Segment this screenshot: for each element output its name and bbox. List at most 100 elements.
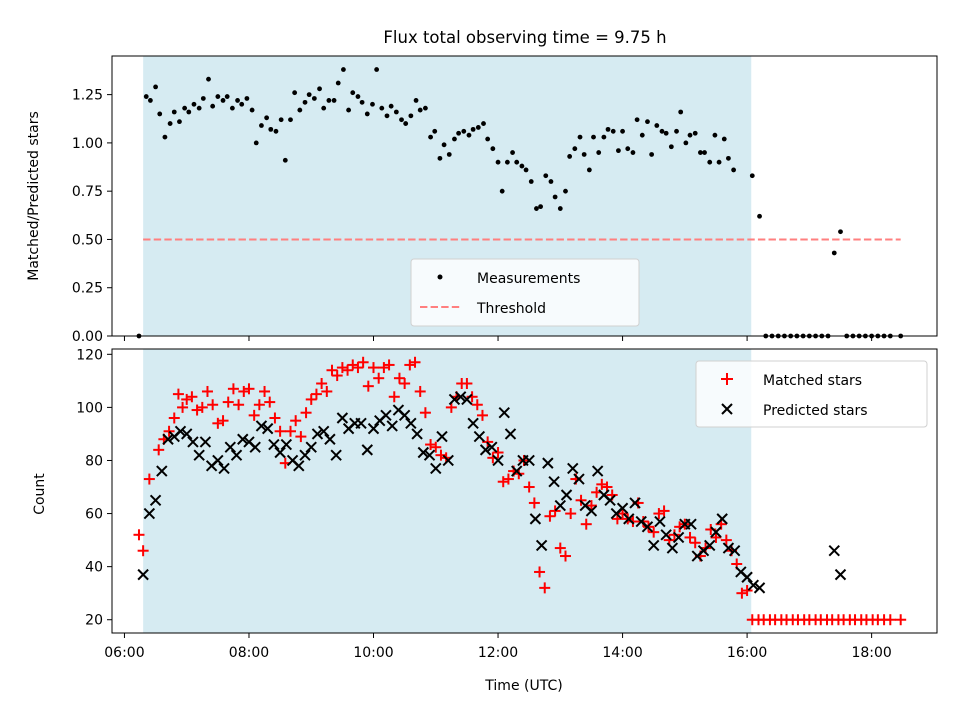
predicted-star-marker: [398, 409, 411, 422]
predicted-marker-b: [143, 507, 156, 520]
top-y-tick-label: 0.75: [72, 184, 103, 200]
matched-star-marker: [388, 391, 400, 403]
matched-star-marker: [243, 383, 255, 395]
measurement-point: [384, 113, 390, 119]
measurement-point: [591, 134, 596, 140]
predicted-star-marker: [305, 441, 317, 453]
predicted-marker-b: [255, 420, 268, 432]
matched-star-marker: [331, 370, 343, 382]
measurement-point: [495, 159, 501, 165]
matched-star-marker: [585, 500, 597, 512]
legend-predicted-marker: [721, 403, 733, 415]
matched-star-marker: [347, 359, 359, 371]
measurement-point: [437, 155, 443, 161]
predicted-marker-b: [498, 406, 510, 419]
measurement-point: [674, 128, 679, 134]
measurement-point: [586, 167, 592, 173]
predicted-star-marker: [367, 422, 380, 435]
measurement-point: [707, 159, 713, 165]
predicted-marker-b: [741, 571, 753, 583]
predicted-marker-b: [573, 473, 585, 485]
matched-star-marker: [269, 412, 281, 424]
predicted-marker-b: [149, 494, 162, 506]
predicted-marker-b: [623, 513, 635, 525]
predicted-marker-b: [411, 428, 423, 440]
legend-predicted-label: Predicted stars: [763, 403, 868, 419]
predicted-star-marker: [454, 391, 467, 403]
predicted-marker-b: [436, 430, 448, 443]
top-y-ticks: 0.00 0.25 0.50 0.75 1.00 1.25: [72, 88, 112, 345]
legend-matched-marker: [721, 373, 733, 385]
measurement-point: [616, 148, 621, 154]
predicted-marker-b: [162, 433, 174, 445]
matched-star-marker: [133, 529, 145, 541]
predicted-marker-b: [305, 441, 317, 453]
matched-star-marker: [430, 441, 442, 453]
matched-star-marker: [342, 364, 354, 376]
measurement-point: [355, 94, 361, 99]
predicted-marker-b: [249, 441, 261, 453]
predicted-marker-b: [361, 444, 373, 456]
predicted-marker-b: [293, 460, 305, 472]
predicted-star-marker: [442, 454, 454, 467]
measurement-point: [563, 188, 568, 194]
measurement-point: [229, 105, 235, 111]
measurement-point: [654, 123, 660, 128]
predicted-marker-b: [156, 465, 168, 477]
predicted-star-marker: [554, 499, 567, 512]
predicted-marker-b: [286, 454, 299, 467]
predicted-marker-b: [616, 502, 629, 514]
measurement-point: [461, 128, 467, 134]
measurement-point: [548, 179, 554, 184]
predicted-star-marker: [430, 462, 442, 475]
bottom-x-tick-label: 10:00: [353, 645, 393, 661]
measurement-point: [838, 229, 843, 235]
predicted-star-marker: [149, 494, 162, 506]
predicted-marker-b: [604, 494, 616, 506]
measurement-point: [687, 132, 693, 138]
predicted-star-marker: [753, 582, 766, 594]
measurement-point: [446, 152, 452, 157]
predicted-star-marker: [548, 476, 560, 488]
measurement-point: [162, 134, 168, 140]
predicted-star-marker: [529, 513, 542, 525]
predicted-star-marker: [255, 420, 268, 432]
measurement-point: [167, 121, 173, 126]
measurement-point: [288, 117, 293, 123]
predicted-star-marker: [137, 568, 149, 581]
predicted-star-marker: [193, 449, 205, 461]
predicted-star-marker: [293, 460, 305, 472]
measurement-point: [292, 90, 298, 96]
matched-star-marker: [404, 359, 416, 371]
measurement-point: [143, 94, 149, 99]
predicted-marker-b: [710, 526, 722, 538]
predicted-marker-b: [704, 539, 716, 552]
matched-star-marker: [684, 531, 696, 543]
matched-star-marker: [321, 385, 333, 397]
measurement-point: [702, 150, 707, 155]
predicted-star-marker: [567, 462, 579, 475]
measurement-point: [470, 126, 476, 132]
measurement-point: [259, 123, 264, 128]
predicted-star-marker: [237, 433, 249, 445]
measurement-point: [499, 188, 505, 194]
predicted-marker-b: [722, 542, 735, 554]
matched-star-marker: [153, 444, 165, 456]
measurement-point: [379, 105, 385, 111]
predicted-marker-b: [529, 513, 542, 525]
predicted-star-marker: [274, 446, 286, 459]
predicted-star-marker: [585, 505, 598, 517]
matched-star-marker: [554, 542, 566, 554]
matched-star-marker: [419, 407, 431, 419]
bottom-y-ticks: 20 40 60 80 100 120: [76, 347, 112, 629]
predicted-marker-b: [647, 539, 660, 552]
predicted-star-marker: [473, 430, 486, 443]
matched-star-marker: [253, 399, 265, 411]
matched-star-marker: [497, 476, 509, 488]
measurement-point: [510, 150, 515, 155]
predicted-star-marker: [511, 465, 523, 477]
legend-matched-label: Matched stars: [763, 373, 862, 389]
predicted-marker-b: [567, 462, 579, 475]
predicted-marker-b: [598, 489, 610, 501]
predicted-star-marker: [386, 420, 398, 432]
